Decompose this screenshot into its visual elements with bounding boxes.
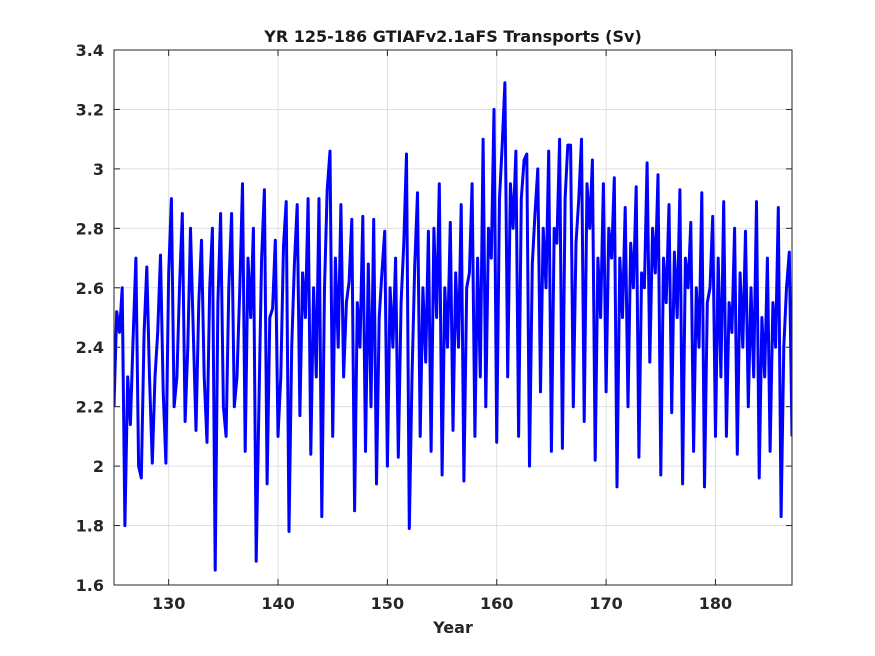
chart-title: YR 125-186 GTIAFv2.1aFS Transports (Sv) xyxy=(263,27,642,46)
x-axis-label: Year xyxy=(432,618,473,637)
y-tick-label: 3.4 xyxy=(76,41,104,60)
y-tick-label: 2 xyxy=(93,457,104,476)
y-tick-label: 2.4 xyxy=(76,338,104,357)
x-axis-tick-labels: 130 140 150 160 170 180 xyxy=(152,594,732,613)
y-tick-label: 1.6 xyxy=(76,576,104,595)
x-tick-label: 150 xyxy=(371,594,404,613)
axis-ticks xyxy=(114,49,792,586)
x-tick-label: 140 xyxy=(261,594,294,613)
x-tick-label: 130 xyxy=(152,594,185,613)
series-line xyxy=(114,81,792,572)
y-tick-label: 1.8 xyxy=(76,517,104,536)
y-tick-label: 3.2 xyxy=(76,100,104,119)
x-tick-label: 170 xyxy=(589,594,622,613)
x-tick-label: 180 xyxy=(699,594,732,613)
y-tick-label: 2.8 xyxy=(76,219,104,238)
x-tick-label: 160 xyxy=(480,594,513,613)
y-tick-label: 2.6 xyxy=(76,279,104,298)
plot-frame xyxy=(113,49,793,586)
y-tick-label: 3 xyxy=(93,160,104,179)
y-tick-label: 2.2 xyxy=(76,398,104,417)
series-group xyxy=(114,81,792,572)
y-axis-tick-labels: 1.6 1.8 2 2.2 2.4 2.6 2.8 3 3.2 3.4 xyxy=(76,41,104,595)
